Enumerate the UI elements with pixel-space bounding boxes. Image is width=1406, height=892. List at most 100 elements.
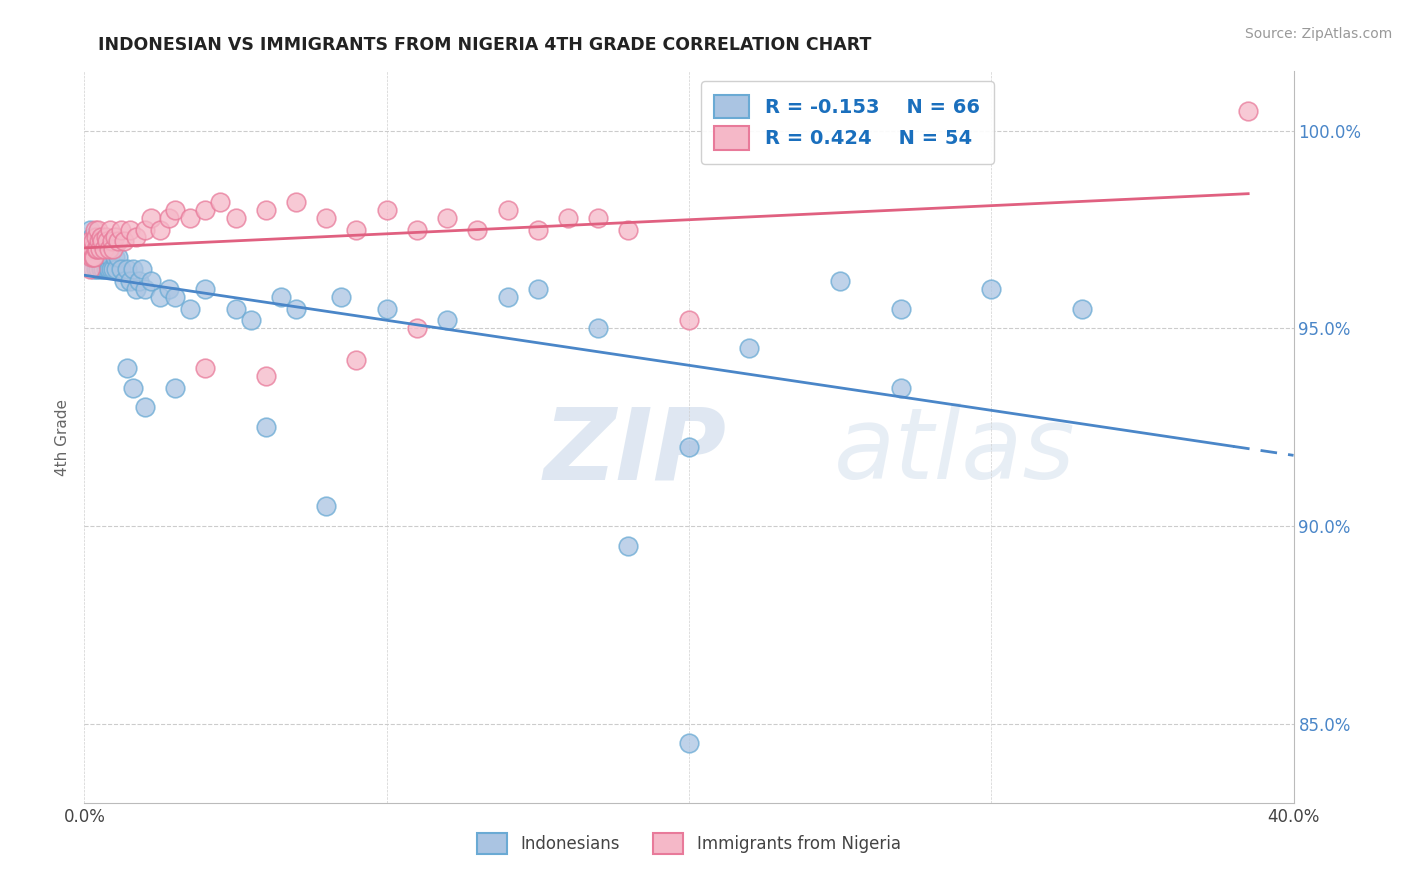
Point xyxy=(105,262,128,277)
Point xyxy=(239,313,262,327)
Point xyxy=(98,222,121,236)
Point xyxy=(375,301,398,316)
Point xyxy=(86,242,108,256)
Point xyxy=(115,360,138,375)
Point xyxy=(436,313,458,327)
Point xyxy=(139,211,162,225)
Point xyxy=(82,235,104,249)
Point xyxy=(467,222,489,236)
Point xyxy=(93,242,115,256)
Point xyxy=(87,262,110,277)
Point xyxy=(84,222,107,236)
Point xyxy=(83,250,105,264)
Point xyxy=(94,262,117,277)
Point xyxy=(254,202,277,217)
Point xyxy=(100,262,122,277)
Point xyxy=(101,262,124,277)
Point xyxy=(89,235,111,249)
Point xyxy=(118,222,141,236)
Point xyxy=(79,235,101,249)
Point xyxy=(91,250,114,264)
Point xyxy=(86,230,108,244)
Point xyxy=(91,262,114,277)
Point xyxy=(134,222,156,236)
Point xyxy=(149,290,172,304)
Point xyxy=(254,420,277,434)
Point xyxy=(94,250,117,264)
Text: INDONESIAN VS IMMIGRANTS FROM NIGERIA 4TH GRADE CORRELATION CHART: INDONESIAN VS IMMIGRANTS FROM NIGERIA 4T… xyxy=(98,36,872,54)
Text: atlas: atlas xyxy=(834,403,1076,500)
Point xyxy=(406,321,429,335)
Text: ZIP: ZIP xyxy=(544,403,727,500)
Point xyxy=(157,211,180,225)
Point xyxy=(157,282,180,296)
Point xyxy=(79,222,101,236)
Point xyxy=(149,222,172,236)
Point xyxy=(112,274,135,288)
Point xyxy=(980,282,1002,296)
Point xyxy=(104,250,127,264)
Point xyxy=(406,222,429,236)
Point xyxy=(678,440,700,454)
Point xyxy=(179,211,201,225)
Point xyxy=(110,222,132,236)
Point xyxy=(84,262,107,277)
Point xyxy=(97,242,120,256)
Point xyxy=(87,222,110,236)
Point xyxy=(617,539,640,553)
Point xyxy=(588,321,610,335)
Point xyxy=(82,250,104,264)
Point xyxy=(80,242,103,256)
Point xyxy=(1071,301,1094,316)
Point xyxy=(115,262,138,277)
Point xyxy=(90,230,112,244)
Point xyxy=(134,282,156,296)
Point xyxy=(121,381,143,395)
Point xyxy=(100,242,122,256)
Point xyxy=(285,194,308,209)
Point xyxy=(125,282,148,296)
Point xyxy=(86,250,108,264)
Point xyxy=(89,250,111,264)
Point xyxy=(179,301,201,316)
Point xyxy=(121,262,143,277)
Point xyxy=(97,262,120,277)
Point xyxy=(96,235,118,249)
Point xyxy=(84,242,107,256)
Point xyxy=(100,235,122,249)
Point xyxy=(79,250,101,264)
Point xyxy=(209,194,232,209)
Point xyxy=(94,235,117,249)
Point xyxy=(97,242,120,256)
Point xyxy=(80,250,103,264)
Point xyxy=(89,242,111,256)
Point xyxy=(134,401,156,415)
Point xyxy=(165,202,187,217)
Point xyxy=(87,235,110,249)
Point xyxy=(194,360,217,375)
Point xyxy=(96,250,118,264)
Point xyxy=(315,211,337,225)
Point xyxy=(285,301,308,316)
Point xyxy=(315,500,337,514)
Point xyxy=(98,250,121,264)
Point xyxy=(194,282,217,296)
Point xyxy=(678,737,700,751)
Y-axis label: 4th Grade: 4th Grade xyxy=(55,399,70,475)
Point xyxy=(89,242,111,256)
Point xyxy=(346,222,368,236)
Point xyxy=(112,235,135,249)
Point xyxy=(436,211,458,225)
Point xyxy=(890,381,912,395)
Point xyxy=(84,235,107,249)
Point xyxy=(375,202,398,217)
Point xyxy=(107,235,129,249)
Point xyxy=(678,313,700,327)
Point xyxy=(101,242,124,256)
Point xyxy=(98,262,121,277)
Point xyxy=(82,262,104,277)
Point xyxy=(131,262,153,277)
Point xyxy=(165,290,187,304)
Point xyxy=(90,242,112,256)
Point xyxy=(225,211,247,225)
